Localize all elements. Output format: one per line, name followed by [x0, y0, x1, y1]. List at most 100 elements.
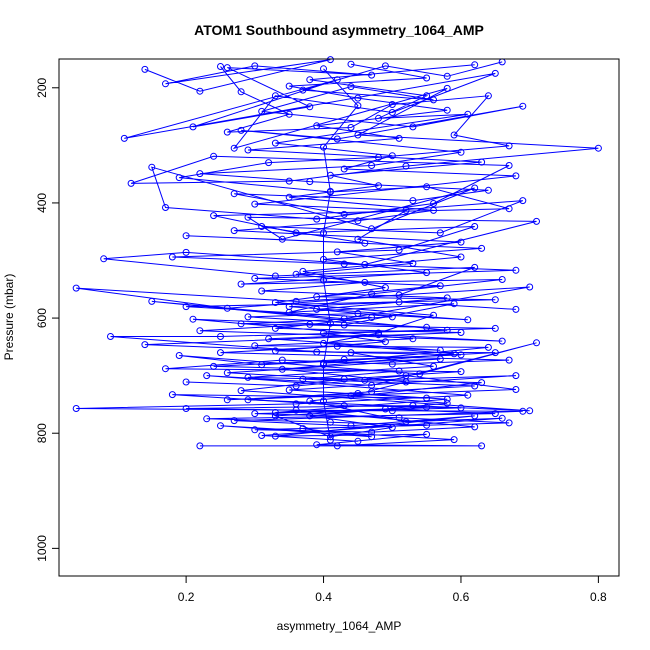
data-point	[333, 442, 341, 450]
data-point	[368, 290, 376, 298]
data-point	[484, 343, 492, 351]
data-point	[491, 349, 499, 357]
data-point	[333, 135, 341, 143]
data-point	[251, 274, 259, 282]
y-tick-label: 200	[35, 77, 49, 97]
data-point	[491, 69, 499, 77]
data-point	[162, 80, 169, 88]
data-point	[258, 432, 266, 439]
series-line	[322, 68, 359, 441]
x-tick-label: 0.4	[315, 590, 332, 604]
data-point	[182, 248, 190, 256]
data-point	[388, 101, 396, 108]
data-point	[72, 284, 80, 292]
data-point	[498, 337, 506, 345]
data-point	[237, 320, 245, 328]
data-point	[423, 421, 431, 429]
data-point	[430, 362, 437, 370]
data-point	[478, 379, 486, 387]
data-point	[175, 352, 183, 359]
data-point	[464, 391, 472, 399]
data-point	[285, 177, 293, 185]
data-point	[409, 197, 417, 205]
data-point	[313, 305, 321, 313]
data-point	[457, 351, 465, 359]
data-point	[299, 267, 307, 275]
data-point	[375, 153, 382, 161]
data-point	[436, 346, 444, 354]
data-point	[182, 303, 190, 311]
data-point	[354, 437, 362, 445]
data-point	[244, 373, 252, 381]
data-point	[457, 329, 465, 336]
data-point	[443, 84, 451, 92]
data-point	[230, 144, 238, 152]
data-point	[72, 405, 80, 412]
series-line	[76, 59, 599, 447]
y-tick-label: 800	[35, 423, 49, 443]
data-point	[306, 76, 314, 84]
data-point	[196, 442, 204, 450]
data-point	[340, 165, 348, 173]
data-point	[230, 417, 238, 425]
data-point	[409, 402, 417, 410]
data-point	[443, 106, 451, 114]
data-point	[182, 405, 190, 412]
series-line	[165, 301, 530, 433]
data-point	[381, 62, 389, 70]
data-point	[148, 297, 156, 305]
data-point	[320, 329, 327, 337]
data-point	[354, 235, 362, 243]
data-point	[395, 134, 403, 142]
data-point	[326, 56, 334, 64]
data-point	[313, 441, 321, 449]
data-point	[182, 232, 190, 240]
data-point	[533, 339, 540, 347]
data-point	[189, 315, 197, 323]
data-point	[148, 163, 156, 171]
data-point	[251, 200, 259, 208]
data-point	[519, 102, 527, 110]
data-point	[354, 94, 362, 102]
data-point	[423, 92, 431, 100]
data-point	[375, 182, 382, 190]
data-point	[217, 422, 224, 430]
data-point	[436, 282, 444, 290]
data-point	[244, 146, 252, 154]
data-point	[519, 197, 527, 205]
data-point	[471, 263, 479, 271]
data-point	[471, 184, 479, 192]
data-point	[512, 372, 520, 380]
data-point	[388, 407, 396, 415]
data-point	[217, 349, 224, 357]
data-point	[278, 365, 286, 373]
data-point	[320, 339, 327, 347]
data-point	[354, 102, 362, 110]
data-point	[271, 409, 279, 416]
data-point	[320, 65, 327, 73]
data-point	[189, 123, 197, 131]
data-point	[457, 368, 465, 376]
data-point	[230, 227, 238, 235]
data-point	[251, 410, 259, 418]
series-line	[144, 66, 516, 442]
data-point	[491, 296, 499, 304]
data-point	[340, 210, 348, 218]
y-tick-label: 400	[35, 193, 49, 213]
data-point	[354, 217, 362, 225]
data-point	[354, 390, 362, 397]
data-point	[203, 415, 211, 423]
data-point	[471, 223, 479, 230]
data-point	[450, 436, 458, 444]
data-point	[285, 303, 293, 311]
data-point	[237, 126, 245, 134]
data-point	[402, 206, 410, 214]
data-point	[168, 391, 176, 399]
data-point	[533, 217, 540, 225]
data-point	[388, 360, 396, 368]
data-point	[409, 123, 417, 131]
chart-title: ATOM1 Southbound asymmetry_1064_AMP	[194, 22, 484, 38]
data-point	[210, 152, 218, 160]
data-point	[402, 372, 410, 380]
